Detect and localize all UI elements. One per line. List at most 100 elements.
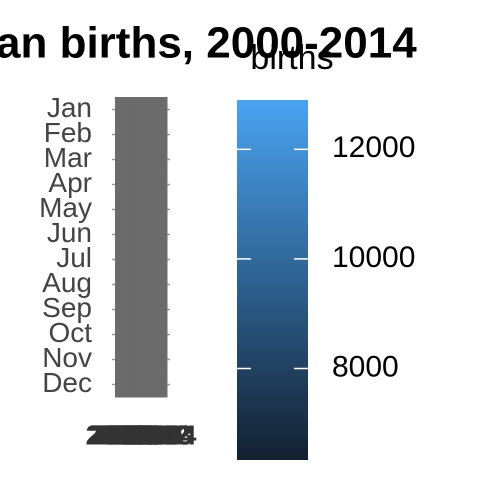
heat-cell [156,197,161,223]
heat-cell [128,297,133,323]
heat-cell [156,147,161,173]
heat-cell [121,172,126,198]
heat-cell [156,97,161,123]
heat-cell [139,147,144,173]
heat-cell [142,247,147,273]
heat-cell [118,372,123,398]
heat-cell [153,97,158,123]
heat-cell [128,172,133,198]
heat-cell [118,97,123,123]
heat-cell [153,322,158,348]
y-tick-label: Aug [42,267,92,298]
heat-cell [118,322,123,348]
heat-cell [163,172,168,198]
heat-cell [153,247,158,273]
heat-cell [163,372,168,398]
heat-cell [128,122,133,148]
heat-cell [128,322,133,348]
heat-cell [125,147,130,173]
x-tick-label: 2014 [134,419,197,450]
heat-cell [142,197,147,223]
heat-cell [132,172,137,198]
heat-cell [121,247,126,273]
heat-cell [149,297,154,323]
heat-cell [132,322,137,348]
heat-cell [132,372,137,398]
heat-cell [146,97,151,123]
heat-cell [135,172,140,198]
heat-cell [149,347,154,373]
heat-cell [160,247,165,273]
heat-cell [125,322,130,348]
heat-cell [160,322,165,348]
heat-cell [156,222,161,248]
colorbar-tick-label: 12000 [332,131,415,164]
heat-cell [163,222,168,248]
heat-cell [139,347,144,373]
heat-cell [121,197,126,223]
heat-cell [135,247,140,273]
heat-cell [149,247,154,273]
heat-cell [142,147,147,173]
heat-cell [121,97,126,123]
heat-cell [156,272,161,298]
heat-cell [153,272,158,298]
heat-cell [149,322,154,348]
heat-cell [125,122,130,148]
heat-cell [153,197,158,223]
heat-cell [153,372,158,398]
heat-cell [146,147,151,173]
heat-cell [115,147,119,173]
heat-cell [139,272,144,298]
y-tick-label: Dec [42,367,92,398]
heat-cell [121,322,126,348]
heat-cell [146,222,151,248]
heat-cell [156,122,161,148]
heat-cell [163,97,168,123]
heat-cell [135,122,140,148]
heat-cell [156,247,161,273]
heat-cell [149,172,154,198]
heat-cell [160,197,165,223]
heat-cell [139,247,144,273]
heat-cell [118,247,123,273]
heat-cell [146,172,151,198]
heat-cell [149,222,154,248]
heat-cell [163,272,168,298]
heat-cell [125,272,130,298]
heat-cell [118,197,123,223]
heat-cell [163,297,168,323]
heat-cell [121,272,126,298]
heat-cell [118,222,123,248]
heat-cell [156,322,161,348]
heat-cell [139,172,144,198]
heat-cell [139,197,144,223]
heat-cell [146,372,151,398]
y-tick-label: Jan [47,92,92,123]
heat-cell [142,347,147,373]
heat-cell [142,272,147,298]
y-tick-label: Apr [48,167,92,198]
heat-cell [121,222,126,248]
heat-cell [132,297,137,323]
heat-cell [128,347,133,373]
heat-cell [160,172,165,198]
heat-cell [146,247,151,273]
heat-cell [121,147,126,173]
heat-cell [142,222,147,248]
heat-cell [135,372,140,398]
heat-cell [115,122,119,148]
heat-cell [128,197,133,223]
heat-cell [125,172,130,198]
heat-cell [132,222,137,248]
heat-cell [146,272,151,298]
heat-cell [125,247,130,273]
heat-cell [153,347,158,373]
x-tick-label: 2003 [96,419,158,450]
heat-cell [149,372,154,398]
heat-cell [115,372,119,398]
heat-cell [115,172,119,198]
heat-cell [121,297,126,323]
heat-cell [132,122,137,148]
